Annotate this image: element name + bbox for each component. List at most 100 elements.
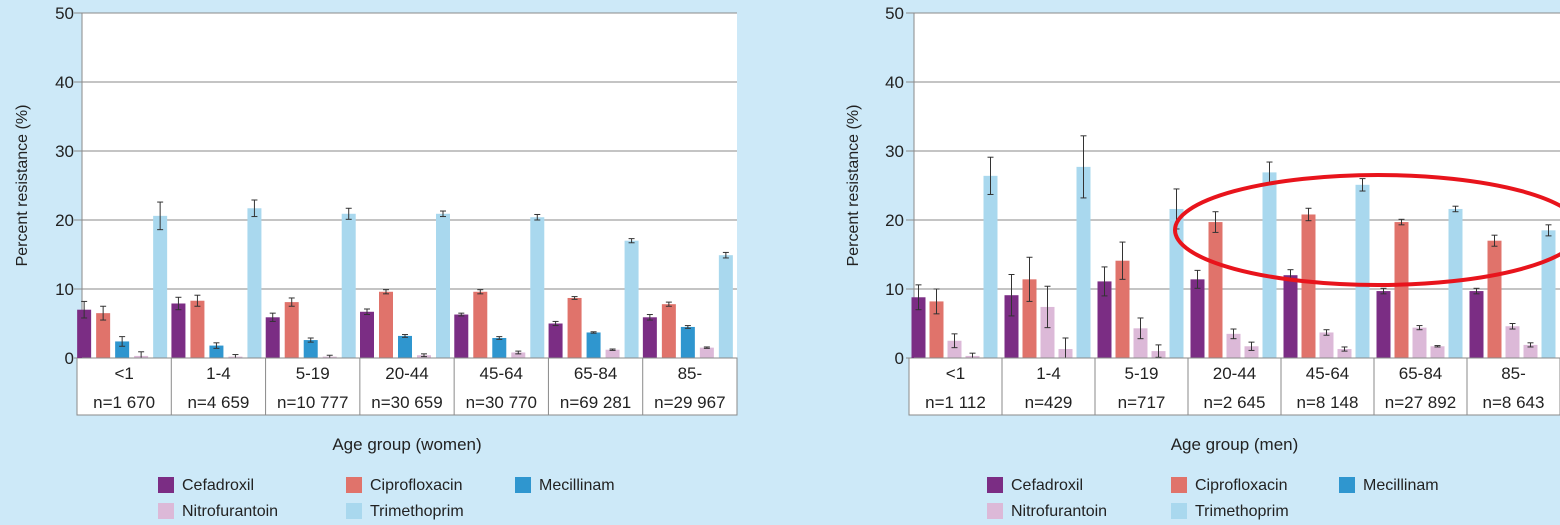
sample-size-label: n=717	[1118, 393, 1166, 412]
legend-item-cefadroxil: Cefadroxil	[158, 477, 254, 495]
bar-cefadroxil	[548, 323, 563, 358]
bar-trimethoprim	[153, 215, 168, 358]
bar-nitrofurantoin	[947, 340, 962, 358]
bar-trimethoprim	[1355, 184, 1370, 358]
bar-trimethoprim	[1523, 344, 1538, 358]
x-tick-label: 85-	[1501, 364, 1526, 383]
bar-ciprofloxacin	[929, 301, 944, 358]
y-tick-label: 50	[55, 4, 74, 23]
chart-women: 0 10 20 30 40 50 Percent resistance (%) <1 1-4 5-…	[14, 4, 738, 454]
bar-mecillinam	[115, 341, 130, 358]
y-tick-label: 10	[55, 280, 74, 299]
sample-size-label: n=27 892	[1385, 393, 1456, 412]
bar-trimethoprim	[718, 255, 733, 358]
sample-size-label: n=29 967	[654, 393, 725, 412]
bar-ciprofloxacin	[1022, 279, 1037, 358]
y-tick-label: 10	[885, 280, 904, 299]
sample-size-label: n=4 659	[187, 393, 249, 412]
bar-trimethoprim	[1448, 208, 1463, 358]
legend-women: Cefadroxil Ciprofloxacin Mecillinam Nitr…	[158, 477, 678, 523]
bar-mecillinam	[492, 337, 507, 358]
bar-trimethoprim	[1262, 172, 1277, 358]
legend-swatch-ciprofloxacin	[346, 477, 362, 493]
bar-ciprofloxacin	[1487, 240, 1502, 358]
bar-trimethoprim	[247, 208, 262, 358]
bar-cefadroxil	[1283, 275, 1298, 358]
x-tick-label: 65-84	[574, 364, 617, 383]
sample-size-label: n=10 777	[277, 393, 348, 412]
legend-item-nitrofurantoin: Nitrofurantoin	[158, 503, 278, 521]
bar-trimethoprim	[624, 240, 639, 358]
x-tick-label: 45-64	[480, 364, 523, 383]
legend-item-mecillinam: Mecillinam	[515, 477, 615, 495]
y-tick-label: 0	[895, 349, 904, 368]
legend-item-trimethoprim: Trimethoprim	[346, 503, 464, 521]
bar-trimethoprim	[1244, 346, 1259, 358]
sample-size-label: n=2 645	[1204, 393, 1266, 412]
bar-cefadroxil	[171, 303, 186, 358]
y-axis-label: Percent resistance (%)	[845, 105, 862, 267]
bar-trimethoprim	[1541, 230, 1556, 358]
x-tick-label: 1-4	[206, 364, 231, 383]
x-axis-label: Age group (men)	[1171, 435, 1299, 454]
y-tick-label: 40	[55, 73, 74, 92]
bar-cefadroxil	[77, 309, 92, 358]
sample-size-label: n=1 112	[925, 393, 986, 412]
bar-cefadroxil	[1376, 291, 1391, 358]
legend-swatch-mecillinam	[515, 477, 531, 493]
bar-nitrofurantoin	[1412, 327, 1427, 358]
bar-ciprofloxacin	[567, 297, 582, 358]
y-tick-label: 50	[885, 4, 904, 23]
legend-item-trimethoprim: Trimethoprim	[1171, 503, 1289, 521]
bar-mecillinam	[586, 332, 601, 358]
bar-mecillinam	[209, 345, 224, 358]
bar-trimethoprim	[1169, 208, 1184, 358]
y-tick-label: 40	[885, 73, 904, 92]
sample-size-label: n=30 659	[371, 393, 442, 412]
x-tick-label: 5-19	[1124, 364, 1158, 383]
y-tick-label: 0	[65, 349, 74, 368]
bar-trimethoprim	[1430, 346, 1445, 358]
legend-swatch-cefadroxil	[987, 477, 1003, 493]
legend-item-ciprofloxacin: Ciprofloxacin	[346, 477, 462, 495]
bar-cefadroxil	[265, 317, 280, 358]
bar-ciprofloxacin	[1301, 214, 1316, 358]
bar-nitrofurantoin	[605, 349, 620, 358]
bar-trimethoprim	[983, 175, 998, 358]
legend-swatch-trimethoprim	[1171, 503, 1187, 519]
legend-item-nitrofurantoin: Nitrofurantoin	[987, 503, 1107, 521]
y-tick-label: 30	[55, 142, 74, 161]
bar-cefadroxil	[1004, 295, 1019, 358]
legend-swatch-cefadroxil	[158, 477, 174, 493]
legend-swatch-mecillinam	[1339, 477, 1355, 493]
bar-nitrofurantoin	[1319, 332, 1334, 358]
category-table	[908, 357, 1560, 416]
bar-ciprofloxacin	[190, 300, 205, 358]
bar-trimethoprim	[436, 213, 450, 358]
bar-mecillinam	[303, 340, 318, 358]
x-tick-label: 45-64	[1306, 364, 1349, 383]
legend-men: Cefadroxil Ciprofloxacin Mecillinam Nitr…	[987, 477, 1507, 523]
sample-size-label: n=69 281	[560, 393, 631, 412]
y-axis-label: Percent resistance (%)	[14, 105, 31, 267]
bar-trimethoprim	[530, 217, 545, 358]
x-tick-label: 1-4	[1036, 364, 1061, 383]
legend-item-cefadroxil: Cefadroxil	[987, 477, 1083, 495]
bar-ciprofloxacin	[96, 313, 111, 358]
bar-ciprofloxacin	[661, 304, 676, 358]
x-tick-label: <1	[114, 364, 133, 383]
x-tick-label: 65-84	[1399, 364, 1442, 383]
legend-item-mecillinam: Mecillinam	[1339, 477, 1439, 495]
bar-nitrofurantoin	[1133, 328, 1148, 358]
x-tick-label: 5-19	[296, 364, 330, 383]
bar-cefadroxil	[1469, 291, 1484, 358]
legend-swatch-nitrofurantoin	[158, 503, 174, 519]
bar-cefadroxil	[1097, 281, 1112, 358]
bar-ciprofloxacin	[1208, 222, 1223, 358]
x-tick-label: 20-44	[1213, 364, 1256, 383]
bar-trimethoprim	[1076, 166, 1091, 358]
bar-cefadroxil	[454, 314, 469, 358]
legend-swatch-ciprofloxacin	[1171, 477, 1187, 493]
y-tick-label: 20	[55, 211, 74, 230]
